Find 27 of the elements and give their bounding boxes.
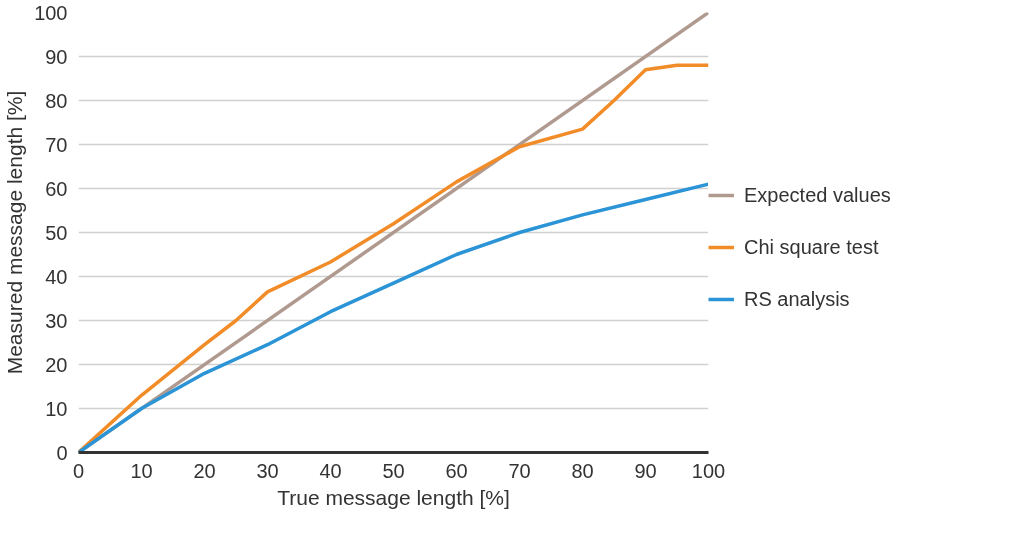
y-tick-label: 10	[45, 397, 68, 420]
x-tick-label: 80	[571, 459, 594, 482]
y-tick-label: 40	[45, 265, 68, 288]
y-tick-label: 70	[45, 133, 68, 156]
x-tick-label: 30	[256, 459, 279, 482]
x-tick-label: 0	[72, 459, 85, 482]
y-tick-label: 20	[45, 353, 68, 376]
legend-label: Expected values	[744, 183, 891, 207]
x-tick-label: 50	[382, 459, 405, 482]
y-axis-title: Measured message length [%]	[3, 90, 27, 375]
x-axis-title: True message length [%]	[277, 485, 510, 509]
x-tick-label: 40	[319, 459, 342, 482]
y-tick-label: 0	[56, 441, 68, 464]
x-tick-label: 70	[508, 459, 531, 482]
legend-label: RS analysis	[744, 287, 850, 311]
y-tick-label: 30	[45, 309, 68, 332]
x-tick-label: 10	[130, 459, 153, 482]
y-tick-label: 80	[45, 89, 68, 112]
x-tick-label: 60	[445, 459, 468, 482]
x-tick-label: 20	[193, 459, 216, 482]
x-tick-label: 100	[691, 459, 726, 482]
y-tick-label: 90	[45, 45, 68, 68]
x-tick-label: 90	[634, 459, 657, 482]
legend-label: Chi square test	[744, 235, 879, 259]
y-tick-label: 50	[45, 221, 68, 244]
y-tick-label: 60	[45, 177, 68, 200]
y-tick-label: 100	[34, 1, 68, 24]
